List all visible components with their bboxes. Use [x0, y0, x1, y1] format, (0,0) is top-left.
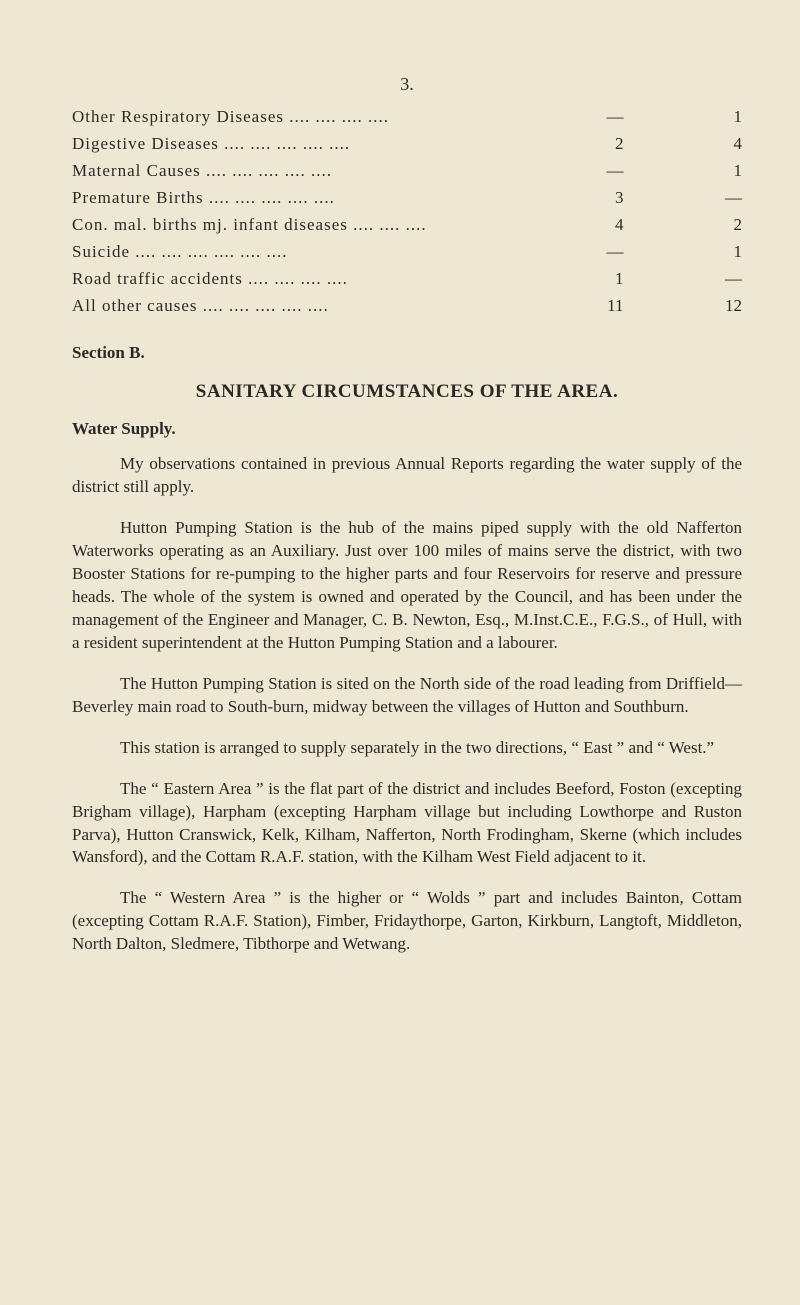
stat-col2: — — [642, 266, 743, 293]
stat-col2: — — [642, 185, 743, 212]
stat-col1: — — [541, 158, 642, 185]
stat-label: Maternal Causes .... .... .... .... .... — [72, 158, 541, 185]
paragraph: This station is arranged to supply separ… — [72, 737, 742, 760]
stat-col1: — — [541, 239, 642, 266]
stat-label: Suicide .... .... .... .... .... .... — [72, 239, 541, 266]
stats-table: Other Respiratory Diseases .... .... ...… — [72, 104, 742, 320]
stat-col2: 1 — [642, 104, 743, 131]
stat-col1: 4 — [541, 212, 642, 239]
sanitary-heading: SANITARY CIRCUMSTANCES OF THE AREA. — [72, 379, 742, 405]
table-row: Other Respiratory Diseases .... .... ...… — [72, 104, 742, 131]
paragraph: The “ Western Area ” is the higher or “ … — [72, 887, 742, 956]
stat-col1: 3 — [541, 185, 642, 212]
section-b-heading: Section B. — [72, 342, 742, 365]
stat-col1: 11 — [541, 293, 642, 320]
paragraph: My observations contained in previous An… — [72, 453, 742, 499]
table-row: Suicide .... .... .... .... .... .... — … — [72, 239, 742, 266]
stats-table-body: Other Respiratory Diseases .... .... ...… — [72, 104, 742, 320]
stat-col2: 4 — [642, 131, 743, 158]
stat-label: All other causes .... .... .... .... ...… — [72, 293, 541, 320]
table-row: Maternal Causes .... .... .... .... ....… — [72, 158, 742, 185]
stat-label: Digestive Diseases .... .... .... .... .… — [72, 131, 541, 158]
paragraph: The “ Eastern Area ” is the flat part of… — [72, 778, 742, 870]
stat-col1: 2 — [541, 131, 642, 158]
table-row: Premature Births .... .... .... .... ...… — [72, 185, 742, 212]
paragraph: Hutton Pumping Station is the hub of the… — [72, 517, 742, 655]
table-row: Con. mal. births mj. infant diseases ...… — [72, 212, 742, 239]
page-number: 3. — [72, 72, 742, 96]
stat-col1: 1 — [541, 266, 642, 293]
paragraph: The Hutton Pumping Station is sited on t… — [72, 673, 742, 719]
stat-col1: — — [541, 104, 642, 131]
stat-col2: 12 — [642, 293, 743, 320]
stat-col2: 1 — [642, 239, 743, 266]
stat-label: Con. mal. births mj. infant diseases ...… — [72, 212, 541, 239]
stat-label: Other Respiratory Diseases .... .... ...… — [72, 104, 541, 131]
table-row: Road traffic accidents .... .... .... ..… — [72, 266, 742, 293]
table-row: All other causes .... .... .... .... ...… — [72, 293, 742, 320]
water-supply-heading: Water Supply. — [72, 418, 742, 441]
stat-col2: 1 — [642, 158, 743, 185]
table-row: Digestive Diseases .... .... .... .... .… — [72, 131, 742, 158]
stat-col2: 2 — [642, 212, 743, 239]
stat-label: Road traffic accidents .... .... .... ..… — [72, 266, 541, 293]
stat-label: Premature Births .... .... .... .... ...… — [72, 185, 541, 212]
